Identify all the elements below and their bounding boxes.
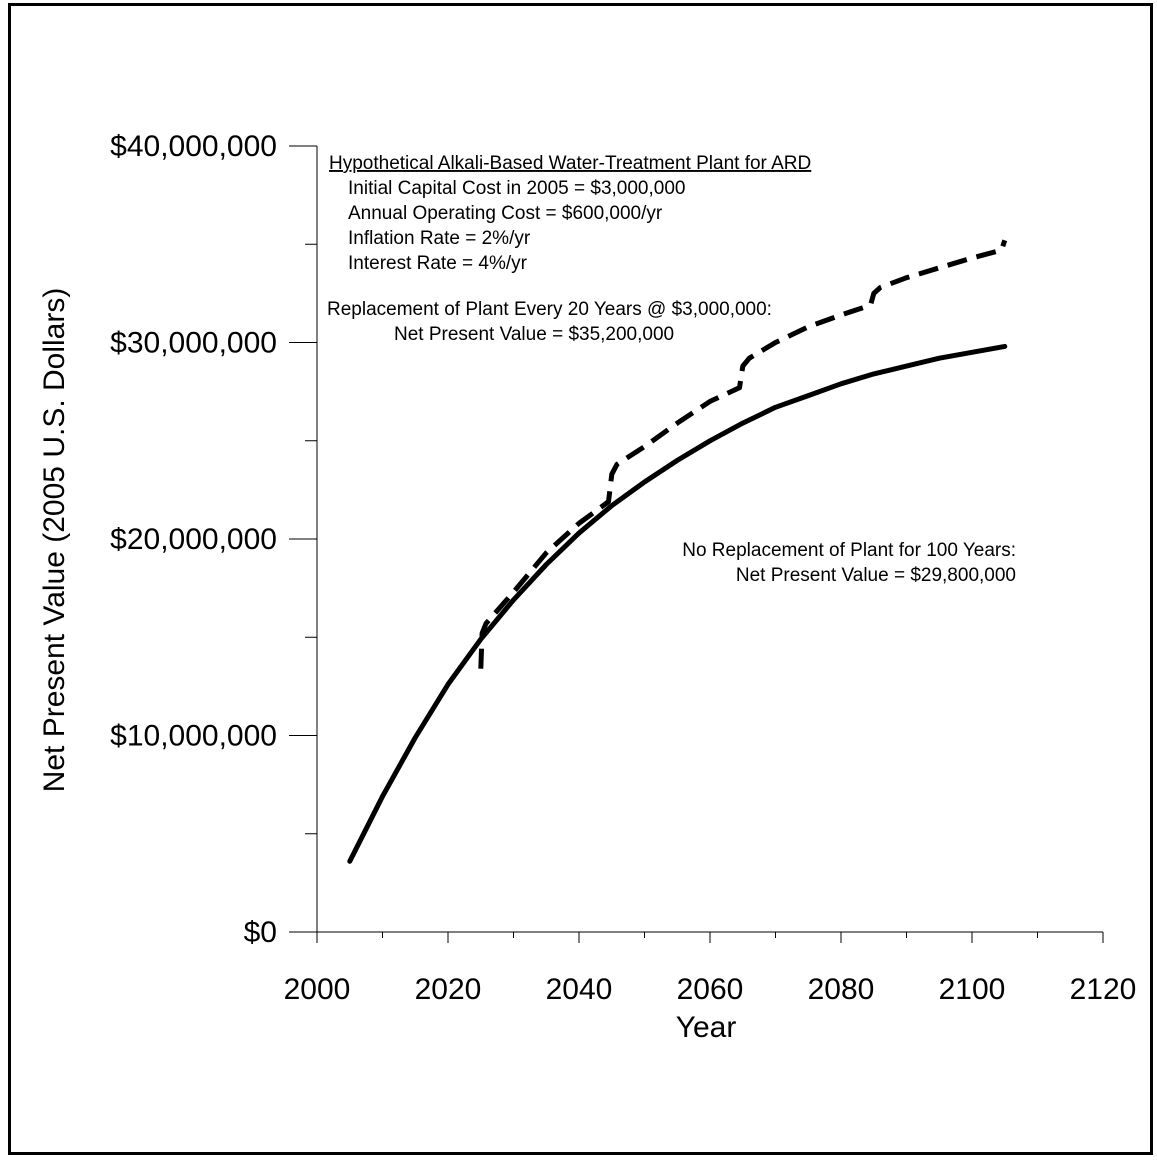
no-replacement-text: No Replacement of Plant for 100 Years:	[682, 540, 1016, 561]
title-block-heading: Hypothetical Alkali-Based Water-Treatmen…	[329, 153, 811, 174]
replacement-annotation: Replacement of Plant Every 20 Years @ $3…	[327, 299, 772, 345]
x-tick-label: 2000	[284, 973, 351, 1006]
y-tick-label: $20,000,000	[110, 523, 277, 556]
replacement-series-line	[478, 239, 1008, 669]
chart-frame	[8, 3, 1153, 1155]
inflation-rate-text: Inflation Rate = 2%/yr	[348, 228, 531, 249]
x-tick-label: 2100	[939, 973, 1006, 1006]
series-layer	[347, 239, 1008, 864]
replacement-npv-text: Net Present Value = $35,200,000	[394, 324, 674, 345]
x-tick-label: 2040	[546, 973, 613, 1006]
y-tick-label: $0	[244, 916, 277, 949]
y-tick-label: $30,000,000	[110, 327, 277, 360]
x-tick-label: 2120	[1070, 973, 1137, 1006]
replacement-text: Replacement of Plant Every 20 Years @ $3…	[327, 299, 772, 320]
x-tick-label: 2020	[415, 973, 482, 1006]
no-replacement-npv-text: Net Present Value = $29,800,000	[736, 565, 1016, 586]
operating-cost-text: Annual Operating Cost = $600,000/yr	[348, 203, 663, 224]
no-replacement-series-line	[347, 343, 1008, 864]
axes: $0 $10,000,000 $20,000,000 $30,000,000 $40,0…	[110, 130, 1136, 1006]
x-tick-label: 2080	[808, 973, 875, 1006]
no-replacement-annotation: No Replacement of Plant for 100 Years: N…	[682, 540, 1016, 586]
interest-rate-text: Interest Rate = 4%/yr	[348, 253, 528, 274]
capital-cost-text: Initial Capital Cost in 2005 = $3,000,00…	[348, 178, 685, 199]
title-block-annotation: Hypothetical Alkali-Based Water-Treatmen…	[329, 153, 811, 274]
y-tick-label: $40,000,000	[110, 130, 277, 163]
x-axis-title: Year	[676, 1011, 737, 1044]
y-tick-label: $10,000,000	[110, 720, 277, 753]
x-tick-label: 2060	[677, 973, 744, 1006]
y-axis-title: Net Present Value (2005 U.S. Dollars)	[38, 288, 71, 793]
